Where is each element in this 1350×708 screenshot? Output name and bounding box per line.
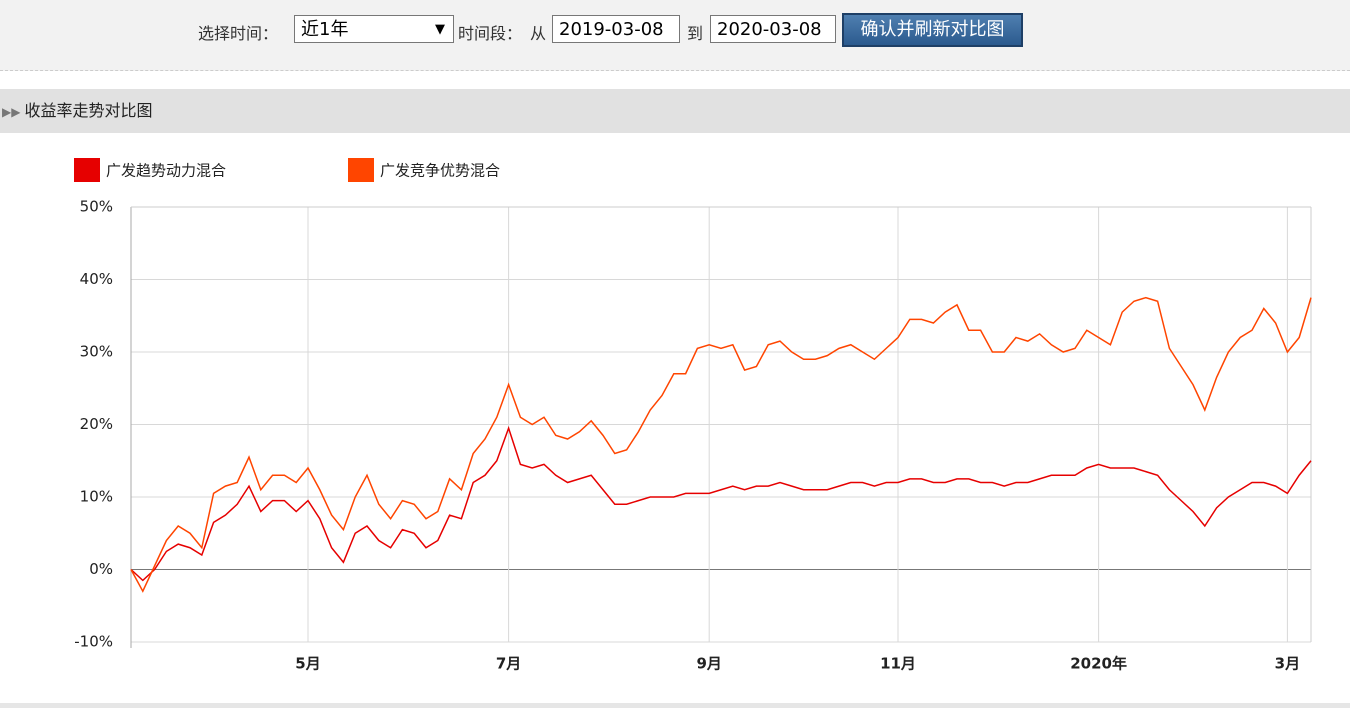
footer-bar bbox=[0, 703, 1350, 708]
chart: -10% 0% 10% 20% 30% 40% 50% 5月 7月 9月 11月 2020年 3月 广发趋… bbox=[74, 158, 1312, 673]
section-icon: ▶▶ bbox=[2, 105, 21, 119]
section-header: ▶▶ 收益率走势对比图 bbox=[0, 89, 1350, 133]
x-tick-label: 2020年 bbox=[1070, 655, 1127, 673]
range-label: 时间段： bbox=[458, 24, 523, 43]
y-tick-label: 10% bbox=[80, 488, 113, 506]
legend-swatch[interactable] bbox=[74, 158, 100, 182]
legend-label[interactable]: 广发竞争优势混合 bbox=[380, 162, 500, 180]
to-label: 到 bbox=[687, 24, 704, 43]
legend-swatch[interactable] bbox=[348, 158, 374, 182]
section-title: 收益率走势对比图 bbox=[24, 101, 153, 120]
period-select[interactable]: 近1年 ▼ bbox=[294, 15, 454, 43]
x-tick-label: 5月 bbox=[295, 655, 320, 673]
y-tick-label: 20% bbox=[80, 415, 113, 433]
y-tick-label: -10% bbox=[74, 633, 113, 651]
x-tick-label: 3月 bbox=[1275, 655, 1300, 673]
y-tick-label: 40% bbox=[80, 270, 113, 288]
toolbar: 选择时间： 近1年 ▼ 时间段： 从 2019-03-08 到 2020-03-0… bbox=[0, 0, 1350, 71]
x-tick-label: 9月 bbox=[696, 655, 721, 673]
from-date-input[interactable]: 2019-03-08 bbox=[552, 15, 680, 43]
legend-label[interactable]: 广发趋势动力混合 bbox=[106, 162, 226, 180]
period-value: 近1年 bbox=[301, 19, 349, 40]
time-label: 选择时间： bbox=[198, 24, 279, 43]
series-line bbox=[130, 425, 1312, 582]
y-tick-label: 30% bbox=[80, 343, 113, 361]
from-label: 从 bbox=[530, 24, 547, 43]
to-date-input[interactable]: 2020-03-08 bbox=[710, 15, 836, 43]
y-tick-label: 50% bbox=[80, 198, 113, 216]
series-line bbox=[130, 296, 1312, 593]
y-tick-label: 0% bbox=[89, 560, 113, 578]
x-tick-label: 11月 bbox=[880, 655, 916, 673]
x-tick-label: 7月 bbox=[496, 655, 521, 673]
dropdown-arrow: ▼ bbox=[435, 22, 445, 37]
refresh-button[interactable]: 确认并刷新对比图 bbox=[842, 13, 1023, 47]
